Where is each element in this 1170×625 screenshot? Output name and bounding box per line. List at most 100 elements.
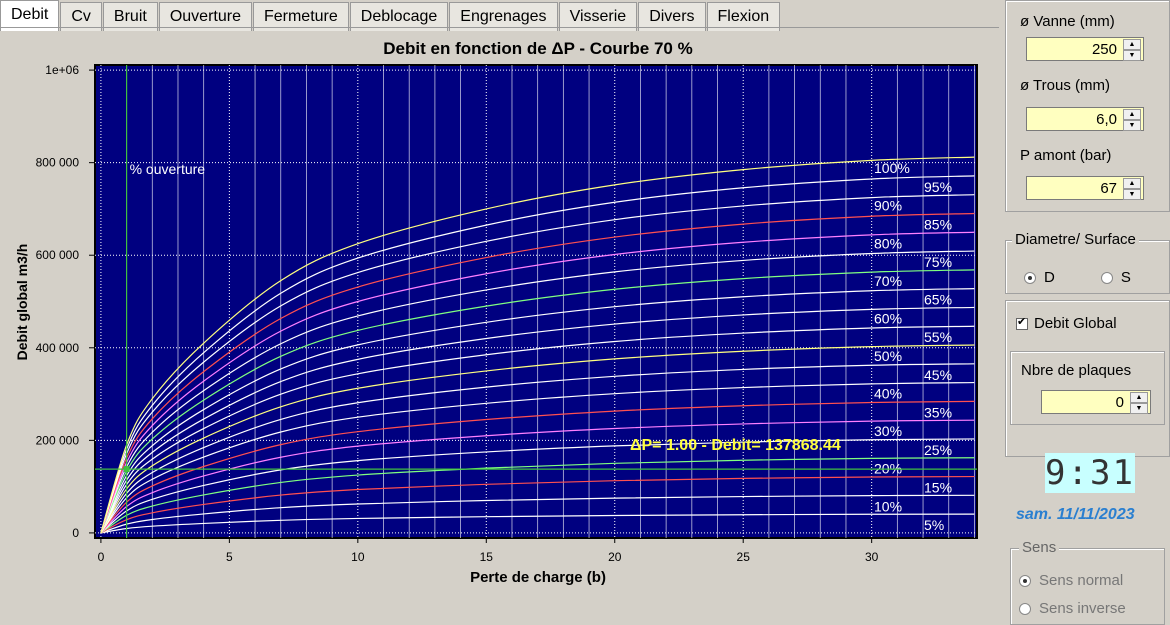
series-label: 85% <box>924 216 952 232</box>
radio-label: Sens normal <box>1039 572 1124 589</box>
series-line <box>100 269 975 534</box>
chart-title: Debit en fonction de ΔP - Courbe 70 % <box>383 39 692 58</box>
series-label: 5% <box>924 517 944 533</box>
series-label: 95% <box>924 179 952 195</box>
series-line <box>100 438 975 534</box>
tab[interactable]: Divers <box>638 2 706 31</box>
series-label: 80% <box>874 235 902 251</box>
radio-column: Sens normal Sens inverse <box>1019 567 1126 623</box>
x-tick-label: 25 <box>737 550 751 564</box>
debit-group: Debit Global Nbre de plaques 0▲▼ <box>1005 300 1170 457</box>
series-label: 55% <box>924 329 952 345</box>
group-title: Diametre/ Surface <box>1012 231 1139 248</box>
series-line <box>100 513 975 534</box>
tab-bar: Debit Cv Bruit Ouverture Fermeture Deblocage E… <box>0 0 781 31</box>
radio-option[interactable]: Sens normal <box>1019 567 1126 595</box>
plot-area <box>94 64 978 539</box>
tab[interactable]: Deblocage <box>349 2 449 31</box>
spinner[interactable]: 0 ▲ ▼ <box>1041 390 1151 414</box>
tab[interactable]: Visserie <box>558 2 638 31</box>
series-line <box>100 475 975 534</box>
x-tick-label: 5 <box>226 550 233 564</box>
series-label: 75% <box>924 254 952 270</box>
cursor-label: ΔP= 1.00 - Debit= 137868.44 <box>630 437 841 454</box>
series-line <box>100 419 975 534</box>
y-tick-label: 400 000 <box>36 341 80 355</box>
series-label: 90% <box>874 198 902 214</box>
y-tick-label: 600 000 <box>36 248 80 262</box>
series-line <box>100 325 975 534</box>
series-label: 40% <box>874 386 902 402</box>
radio-button[interactable] <box>1100 272 1113 285</box>
tab[interactable]: Ouverture <box>158 2 252 31</box>
x-tick-label: 30 <box>865 550 879 564</box>
chart: Debit en fonction de ΔP - Courbe 70 % Pe… <box>14 39 978 586</box>
spinner-value: 67 <box>1100 180 1117 197</box>
clock: 9:31 <box>1045 453 1135 493</box>
x-tick-label: 0 <box>98 550 105 564</box>
spinner[interactable]: 6,0 ▲ ▼ <box>1026 107 1144 131</box>
series-label: 10% <box>874 498 902 514</box>
x-tick-label: 15 <box>480 550 494 564</box>
radio-button[interactable] <box>1019 575 1031 588</box>
series-label: 35% <box>924 404 952 420</box>
label: Nbre de plaques <box>1021 362 1132 379</box>
series-line <box>100 494 975 534</box>
series-line <box>100 344 975 534</box>
spinner-value: 6,0 <box>1096 111 1117 128</box>
radio-label: D <box>1044 269 1055 286</box>
y-tick-label: 800 000 <box>36 156 80 170</box>
series-label: 100% <box>874 160 910 176</box>
checkbox-row[interactable]: Debit Global <box>1016 315 1117 332</box>
series-line <box>100 400 975 534</box>
series-line <box>100 288 975 534</box>
tab[interactable]: Engrenages <box>449 2 558 31</box>
plaques-group: Nbre de plaques 0 ▲ ▼ <box>1010 351 1165 425</box>
spinner[interactable]: 250 ▲ ▼ <box>1026 37 1144 61</box>
series-line <box>100 194 975 534</box>
radio-button[interactable] <box>1024 272 1036 285</box>
chart-panel <box>0 27 999 618</box>
tab[interactable]: Fermeture <box>252 2 349 31</box>
radio-button[interactable] <box>1019 603 1031 616</box>
checkbox-label: Debit Global <box>1034 315 1117 332</box>
label: ø Vanne (mm) <box>1020 13 1115 30</box>
series-line <box>100 156 975 534</box>
radio-option[interactable]: D <box>1024 269 1055 286</box>
spinner[interactable]: 67 ▲ ▼ <box>1026 176 1144 200</box>
series-label: 70% <box>874 273 902 289</box>
series-label: 50% <box>874 348 902 364</box>
series-line <box>100 175 975 534</box>
series-line <box>100 212 975 534</box>
radio-label: S <box>1120 269 1131 286</box>
series-line <box>100 250 975 534</box>
sens-group: Sens Sens normal Sens inverse <box>1010 539 1165 625</box>
label: ø Trous (mm) <box>1020 77 1110 94</box>
x-tick-label: 10 <box>351 550 365 564</box>
radio-label: Sens inverse <box>1039 600 1126 617</box>
annotation: % ouverture <box>130 161 206 177</box>
series-label: 25% <box>924 442 952 458</box>
series-label: 60% <box>874 310 902 326</box>
tab[interactable]: Flexion <box>706 2 781 31</box>
series-line <box>100 457 975 534</box>
x-tick-label: 20 <box>608 550 622 564</box>
checkbox[interactable] <box>1016 315 1028 331</box>
series-line <box>100 231 975 534</box>
radio-option[interactable]: Sens inverse <box>1019 595 1126 623</box>
label: P amont (bar) <box>1020 147 1112 164</box>
series-label: 65% <box>924 292 952 308</box>
tab[interactable]: Cv <box>60 2 102 31</box>
series-label: 15% <box>924 480 952 496</box>
y-tick-label: 1e+06 <box>45 63 79 77</box>
group-title: Sens <box>1019 539 1060 556</box>
tab[interactable]: Bruit <box>102 2 158 31</box>
cursor-point <box>123 466 130 473</box>
radio-option[interactable]: S <box>1100 269 1131 286</box>
tab[interactable]: Debit <box>0 0 60 31</box>
series-label: 45% <box>924 367 952 383</box>
x-axis-label: Perte de charge (b) <box>470 569 606 586</box>
